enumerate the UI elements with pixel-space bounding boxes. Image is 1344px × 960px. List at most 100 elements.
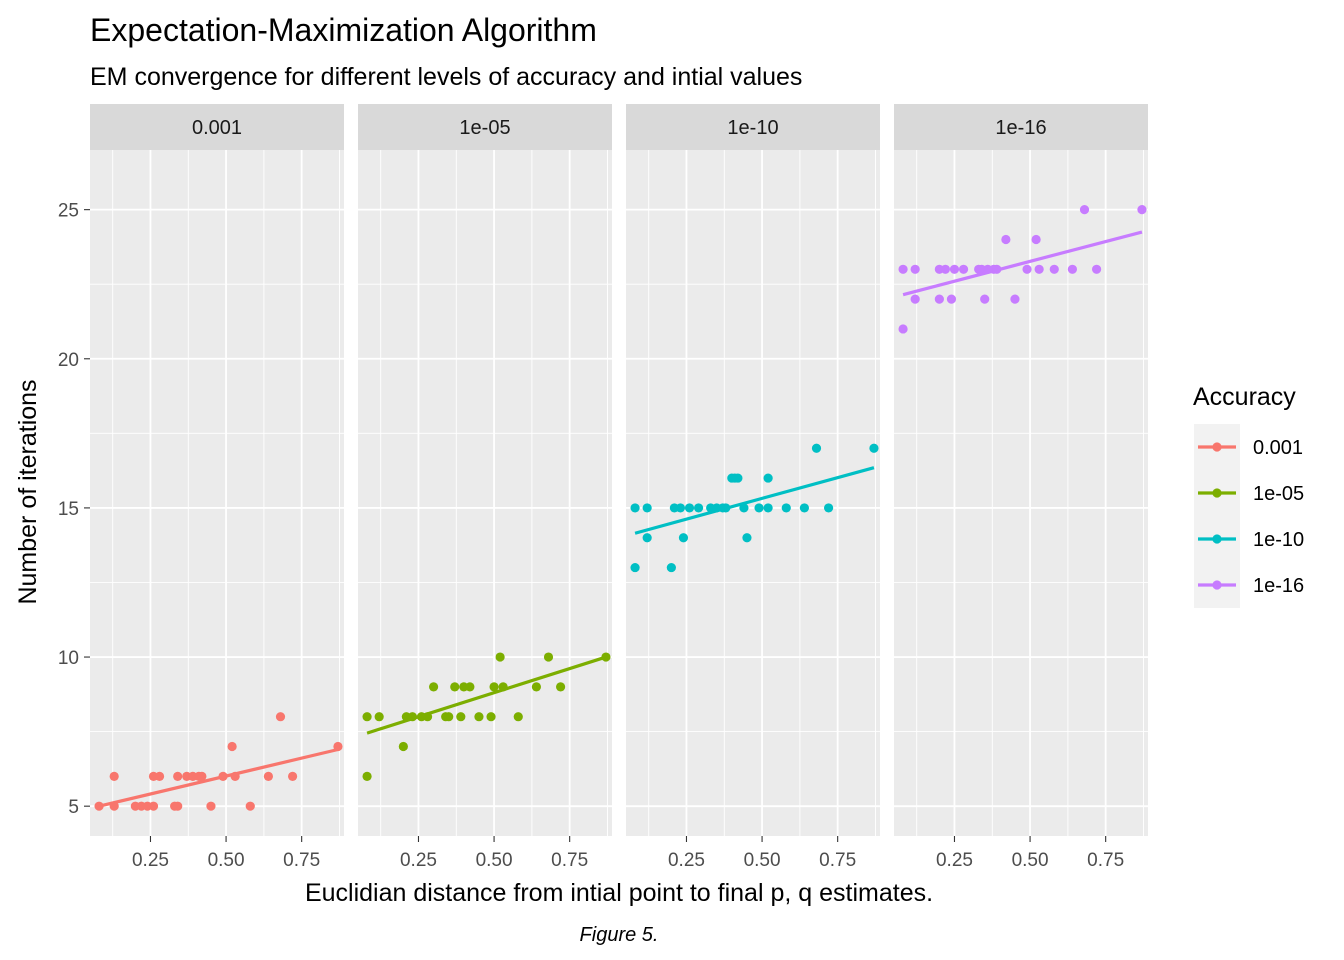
data-point: [263, 771, 274, 781]
data-point: [1137, 205, 1147, 215]
data-point: [684, 503, 695, 513]
data-point: [949, 264, 960, 274]
data-point: [763, 473, 773, 483]
data-point: [823, 503, 834, 513]
x-tick-label: 0.25: [132, 850, 169, 871]
x-tick-label: 0.25: [400, 850, 437, 871]
y-tick-label: 15: [58, 499, 79, 520]
data-point: [1022, 264, 1032, 274]
data-point: [245, 801, 255, 811]
data-point: [630, 503, 640, 513]
legend-key-point: [1212, 442, 1222, 452]
data-point: [154, 771, 165, 781]
data-point: [910, 264, 920, 274]
data-point: [811, 443, 822, 453]
facet-strip: [90, 104, 344, 150]
data-point: [109, 771, 119, 781]
legend-key-point: [1212, 488, 1222, 498]
legend-key-point: [1212, 534, 1222, 544]
data-point: [398, 741, 408, 752]
data-point: [450, 682, 460, 692]
y-tick-label: 10: [58, 648, 79, 669]
data-point: [94, 801, 104, 811]
x-tick-label: 0.50: [208, 850, 245, 871]
data-point: [754, 503, 764, 513]
legend-item: 0.001: [1194, 424, 1303, 470]
data-point: [197, 771, 207, 781]
data-point: [946, 294, 957, 304]
data-point: [1031, 234, 1041, 245]
facet-strip-label: 1e-16: [995, 117, 1046, 139]
data-point: [495, 652, 505, 662]
data-point: [206, 801, 216, 811]
facet-strip-label: 1e-05: [459, 117, 510, 139]
panel-background: [626, 150, 880, 836]
data-point: [1001, 234, 1011, 245]
data-point: [630, 562, 640, 573]
legend-item: 1e-05: [1194, 470, 1304, 516]
x-axis-title: Euclidian distance from intial point to …: [305, 879, 933, 907]
data-point: [980, 294, 990, 304]
data-point: [444, 712, 454, 722]
data-point: [666, 562, 676, 573]
x-tick-label: 0.50: [476, 850, 513, 871]
facet-strip: [894, 104, 1148, 150]
data-point: [1034, 264, 1044, 274]
legend: Accuracy 0.001 1e-05 1e-10 1e-16: [1193, 383, 1304, 608]
legend-label: 1e-16: [1253, 575, 1304, 597]
chart-title: Expectation-Maximization Algorithm: [90, 12, 597, 48]
legend-label: 1e-05: [1253, 483, 1304, 505]
x-tick-label: 0.75: [551, 850, 588, 871]
facet-strip-label: 1e-10: [727, 117, 778, 139]
data-point: [362, 712, 372, 722]
facet-panel: 0.001 0.25 0.50 0.75: [90, 104, 344, 871]
data-point: [1010, 294, 1020, 304]
data-point: [489, 682, 499, 692]
legend-title: Accuracy: [1193, 383, 1296, 411]
x-tick-label: 0.25: [936, 850, 973, 871]
facet-panel: 1e-05 0.25 0.50 0.75: [358, 104, 612, 871]
facet-strip-label: 0.001: [192, 117, 242, 139]
data-point: [148, 801, 159, 811]
data-point: [642, 503, 652, 513]
y-axis-title: Number of iterations: [14, 379, 42, 604]
data-point: [693, 503, 704, 513]
panel-background: [358, 150, 612, 836]
data-point: [869, 443, 879, 453]
data-point: [958, 264, 969, 274]
data-point: [898, 324, 908, 334]
legend-item: 1e-10: [1194, 516, 1304, 562]
data-point: [173, 771, 183, 781]
x-tick-label: 0.25: [668, 850, 705, 871]
data-point: [763, 503, 773, 513]
legend-label: 0.001: [1253, 437, 1303, 459]
y-tick-label: 25: [58, 201, 79, 222]
data-point: [1079, 205, 1090, 215]
data-point: [465, 682, 475, 692]
data-point: [781, 503, 791, 513]
data-point: [555, 682, 566, 692]
y-axis: 5 10 15 20 25: [58, 201, 90, 818]
data-point: [733, 473, 743, 483]
panel-background: [90, 150, 344, 836]
legend-item: 1e-16: [1194, 562, 1304, 608]
facet-panel: 1e-10 0.25 0.50 0.75: [626, 104, 880, 871]
data-point: [531, 682, 542, 692]
data-point: [1067, 264, 1078, 274]
panel-background: [894, 150, 1148, 836]
data-point: [742, 533, 752, 543]
data-point: [486, 712, 496, 722]
data-point: [374, 712, 384, 722]
trend-line: [902, 230, 1143, 297]
data-point: [940, 264, 951, 274]
data-point: [1091, 264, 1102, 274]
x-tick-label: 0.75: [1087, 850, 1124, 871]
trend-line: [634, 466, 875, 535]
data-point: [910, 294, 920, 304]
figure-caption: Figure 5.: [580, 924, 659, 946]
x-tick-label: 0.75: [819, 850, 856, 871]
chart-subtitle: EM convergence for different levels of a…: [90, 63, 802, 91]
data-point: [456, 712, 466, 722]
data-point: [173, 801, 183, 811]
y-tick-label: 20: [58, 350, 79, 371]
